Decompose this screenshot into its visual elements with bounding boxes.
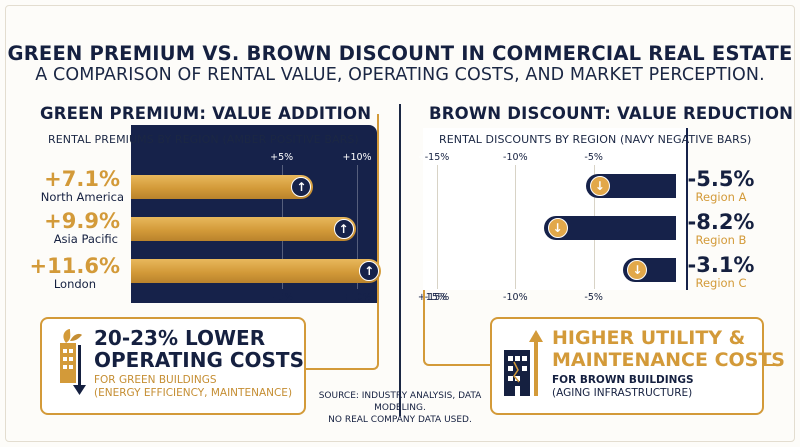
label-region-asia-pacific: Asia Pacific [53, 232, 118, 246]
card-sub-energy-efficiency: (ENERGY EFFICIENCY, MAINTENANCE) [94, 387, 293, 399]
right-chart-panel [423, 128, 687, 290]
label-region-north-america: North America [40, 190, 124, 204]
label-region-a: Region A [695, 190, 747, 204]
source-note: SOURCE: INDUSTRY ANALYSIS, DATA MODELING… [300, 390, 500, 426]
right-chart-subtitle: RENTAL DISCOUNTS BY REGION (NAVY NEGATIV… [439, 133, 752, 146]
card-headline-operating-costs: OPERATING COSTS [94, 348, 304, 372]
left-chart-panel [131, 125, 377, 303]
card-headline-higher-utility: HIGHER UTILITY & [552, 327, 746, 349]
center-divider [399, 104, 401, 416]
card-sub-green-buildings: FOR GREEN BUILDINGS [94, 374, 217, 386]
right-section-title: BROWN DISCOUNT: VALUE REDUCTION [429, 104, 794, 123]
card-headline-maintenance-costs: MAINTENANCE COSTS [552, 349, 785, 371]
label-value-region-c: -3.1% [687, 253, 755, 277]
label-value-london: +11.6% [29, 254, 120, 278]
left-section-title: GREEN PREMIUM: VALUE ADDITION [40, 104, 372, 123]
card-headline-lower: 20-23% LOWER [94, 326, 266, 350]
outer-frame [5, 5, 795, 442]
label-value-region-b: -8.2% [687, 210, 755, 234]
left-chart-subtitle: RENTAL PREMIUMS BY REGION (AMBER POSITIV… [48, 133, 359, 146]
label-region-b: Region B [695, 233, 747, 247]
label-region-c: Region C [695, 276, 747, 290]
label-value-region-a: -5.5% [687, 167, 755, 191]
label-value-north-america: +7.1% [44, 167, 120, 191]
label-region-london: London [53, 277, 96, 291]
source-line-1: SOURCE: INDUSTRY ANALYSIS, DATA MODELING… [318, 391, 482, 413]
label-value-asia-pacific: +9.9% [44, 209, 120, 233]
page-title: GREEN PREMIUM VS. BROWN DISCOUNT IN COMM… [7, 42, 793, 65]
page-subtitle: A COMPARISON OF RENTAL VALUE, OPERATING … [35, 65, 765, 85]
lower-operating-costs-card [40, 317, 306, 415]
brown-building-up-arrow-icon [500, 326, 544, 400]
card-sub-brown-buildings: FOR BROWN BUILDINGS [552, 374, 694, 386]
source-line-2: NO REAL COMPANY DATA USED. [328, 415, 472, 425]
card-sub-aging-infrastructure: (AGING INFRASTRUCTURE) [552, 387, 693, 399]
green-building-down-arrow-icon [52, 327, 88, 399]
